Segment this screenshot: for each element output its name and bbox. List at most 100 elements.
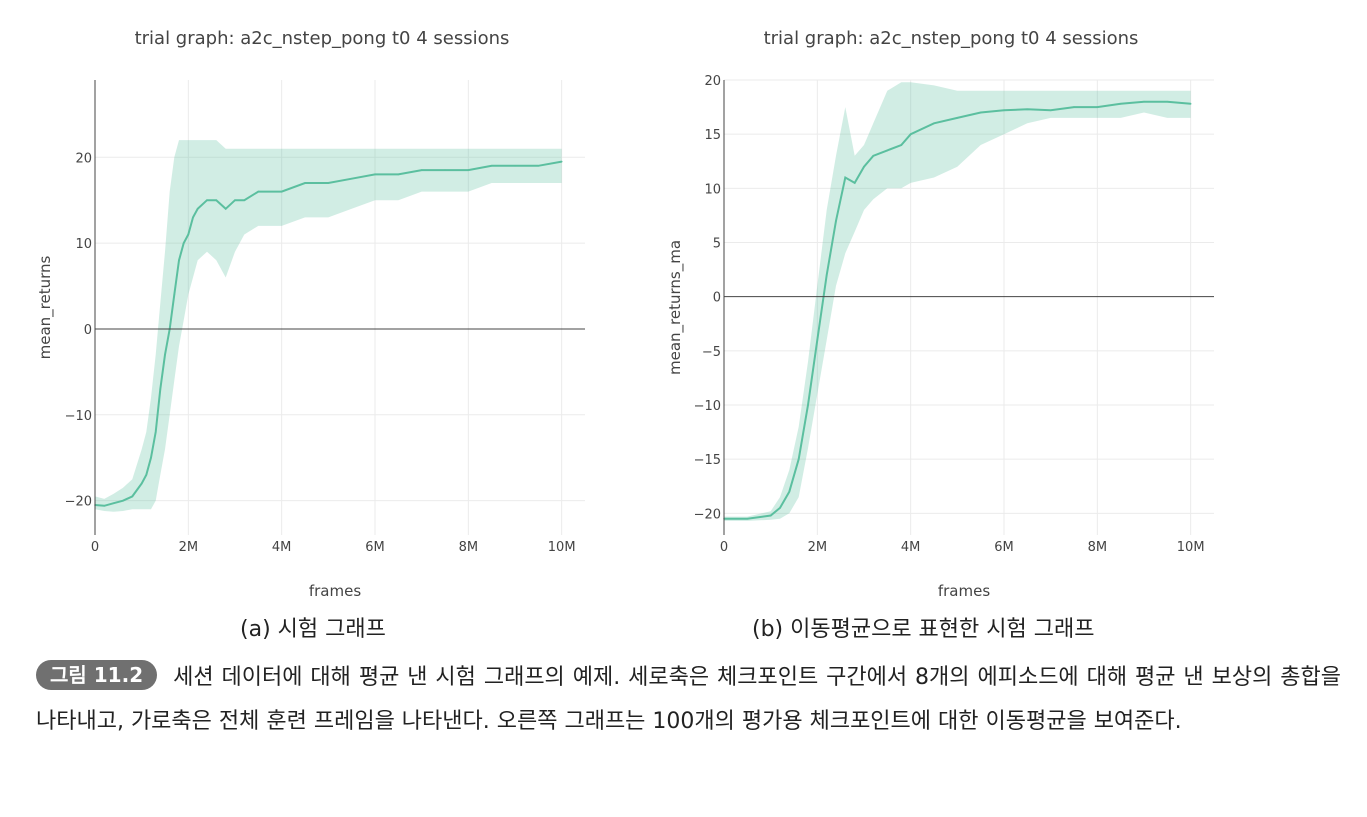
data-point — [192, 216, 194, 219]
data-point — [956, 117, 959, 119]
data-point — [280, 190, 283, 193]
data-point — [224, 208, 227, 210]
data-point — [350, 177, 353, 180]
data-point — [397, 173, 400, 176]
data-point — [206, 199, 208, 201]
data-point — [154, 431, 157, 433]
confidence-band — [95, 140, 562, 512]
x-tick-label: 10M — [1177, 540, 1205, 555]
figure-label-badge: 그림 11.2 — [36, 660, 158, 690]
data-point — [853, 182, 856, 184]
data-point — [243, 199, 246, 201]
data-point — [825, 274, 828, 276]
chart-b: 0 2M 4M 6M 8M 10M −20 −15 −10 −5 0 5 10 15 20 trial gra… — [666, 28, 1214, 600]
data-point — [182, 242, 185, 244]
x-tick-label: 2M — [179, 540, 199, 555]
data-point — [933, 122, 935, 125]
x-tick-label: 0 — [720, 540, 728, 555]
data-point — [537, 165, 540, 167]
data-point — [807, 404, 809, 406]
data-point — [490, 165, 493, 167]
x-tick-label: 6M — [994, 540, 1014, 555]
data-point — [835, 220, 837, 222]
y-tick-label: 20 — [704, 74, 721, 89]
data-point — [1003, 109, 1005, 112]
data-point — [1166, 100, 1169, 103]
data-point — [164, 353, 166, 356]
data-point — [797, 458, 800, 461]
chart-title: trial graph: a2c_nstep_pong t0 4 session… — [135, 28, 510, 49]
data-point — [467, 169, 470, 171]
subcaption-b: (b) 이동평균으로 표현한 시험 그래프 — [752, 617, 1095, 642]
data-point — [816, 339, 819, 341]
y-tick-label: −20 — [65, 495, 92, 510]
x-tick-label: 4M — [272, 540, 292, 555]
data-point — [769, 514, 772, 517]
data-point — [886, 149, 889, 152]
data-point — [1026, 108, 1029, 111]
data-point — [122, 499, 124, 502]
x-axis-label: frames — [938, 582, 990, 600]
data-point — [140, 482, 143, 485]
y-axis-label: mean_returns — [36, 255, 55, 359]
data-point — [1189, 103, 1192, 105]
data-point — [145, 474, 148, 476]
y-tick-label: 20 — [75, 151, 92, 166]
data-point — [1073, 106, 1075, 108]
y-tick-label: 10 — [75, 237, 92, 252]
x-tick-label: 8M — [459, 540, 479, 555]
data-point — [979, 111, 982, 114]
data-point — [1049, 109, 1052, 112]
data-point — [1096, 106, 1099, 108]
data-point — [514, 165, 516, 167]
data-point — [779, 507, 781, 509]
data-point — [215, 199, 218, 201]
x-tick-label: 0 — [91, 540, 99, 555]
y-tick-label: 5 — [713, 237, 721, 252]
data-point — [187, 233, 190, 236]
y-tick-label: −5 — [702, 345, 721, 360]
data-point — [788, 490, 791, 493]
y-tick-label: −10 — [65, 409, 92, 424]
x-tick-label: 2M — [808, 540, 828, 555]
data-point — [257, 190, 260, 193]
figure-caption: 그림 11.2 세션 데이터에 대해 평균 낸 시험 그래프의 예제. 세로축은 … — [36, 656, 1341, 744]
data-point — [863, 165, 865, 168]
data-point — [746, 518, 749, 520]
data-point — [178, 259, 180, 262]
x-axis-label: frames — [309, 582, 361, 600]
data-point — [420, 169, 423, 171]
y-tick-label: 10 — [704, 182, 721, 197]
y-axis-label: mean_returns_ma — [666, 240, 685, 375]
y-tick-label: 0 — [84, 323, 92, 338]
subcaption-a: (a) 시험 그래프 — [240, 617, 386, 642]
data-point — [900, 144, 903, 146]
data-point — [844, 176, 847, 179]
data-point — [560, 160, 563, 163]
data-point — [159, 388, 162, 390]
x-tick-label: 4M — [901, 540, 921, 555]
chart-a: 0 2M 4M 6M 8M 10M −20 −10 0 10 20 trial graph: a2c_… — [36, 28, 585, 600]
data-point — [150, 456, 152, 459]
figure-caption-text: 세션 데이터에 대해 평균 낸 시험 그래프의 예제. 세로축은 체크포인트 구… — [36, 665, 1341, 734]
data-point — [909, 133, 912, 135]
data-point — [304, 182, 306, 184]
data-point — [1143, 100, 1145, 103]
data-point — [196, 208, 199, 210]
data-point — [327, 182, 330, 184]
data-point — [103, 505, 106, 507]
y-tick-label: −20 — [694, 507, 721, 522]
x-tick-label: 8M — [1088, 540, 1108, 555]
x-tick-label: 10M — [548, 540, 576, 555]
x-tick-label: 6M — [365, 540, 385, 555]
y-tick-label: 0 — [713, 291, 721, 306]
data-point — [1119, 103, 1122, 105]
data-point — [173, 293, 176, 296]
y-tick-label: 15 — [704, 128, 721, 143]
y-tick-label: −10 — [694, 399, 721, 414]
data-point — [131, 495, 134, 498]
data-point — [234, 199, 236, 201]
data-point — [444, 169, 446, 171]
chart-title: trial graph: a2c_nstep_pong t0 4 session… — [764, 28, 1139, 49]
data-point — [112, 502, 115, 505]
